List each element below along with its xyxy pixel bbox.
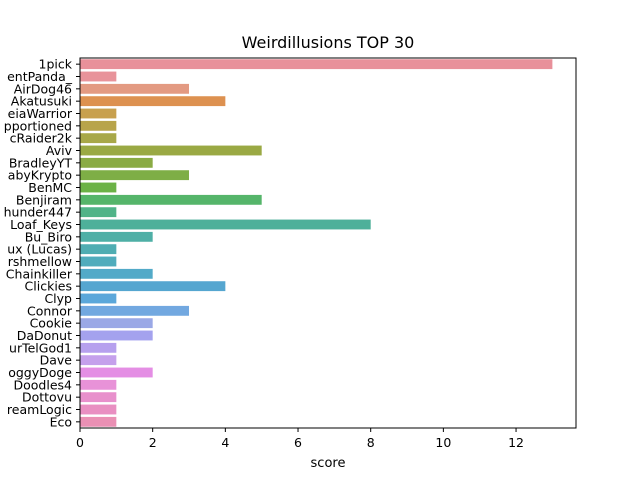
y-tick-label: abyKrypto — [8, 168, 72, 183]
y-tick-label: Aviv — [46, 143, 73, 158]
y-tick-label: hunder447 — [4, 205, 72, 220]
bar-26 — [80, 379, 117, 390]
bar-19 — [80, 293, 117, 304]
x-tick-label: 4 — [221, 435, 229, 450]
bar-16 — [80, 256, 117, 267]
bar-21 — [80, 318, 153, 329]
y-tick-label: urTelGod1 — [9, 340, 72, 355]
y-tick-label: 1pick — [39, 57, 73, 72]
y-tick-label: Doodles4 — [14, 377, 73, 392]
bar-10 — [80, 182, 117, 193]
x-tick-label: 8 — [367, 435, 375, 450]
bar-3 — [80, 96, 226, 107]
y-tick-label: Connor — [27, 303, 73, 318]
bar-11 — [80, 194, 262, 205]
y-tick-label: Benjiram — [16, 192, 72, 207]
chart-title: Weirdillusions TOP 30 — [242, 33, 415, 52]
y-tick-label: ux (Lucas) — [7, 242, 72, 257]
bar-4 — [80, 108, 117, 119]
bar-22 — [80, 330, 153, 341]
y-tick-label: AirDog46 — [14, 81, 72, 96]
bar-13 — [80, 219, 371, 230]
y-tick-label: rshmellow — [8, 254, 72, 269]
y-tick-label: Akatusuki — [11, 94, 72, 109]
bar-2 — [80, 83, 190, 94]
y-tick-label: Dottovu — [22, 390, 72, 405]
plot-frame — [79, 57, 577, 429]
x-tick-label: 12 — [508, 435, 524, 450]
bar-23 — [80, 342, 117, 353]
x-axis-label: score — [311, 456, 346, 471]
bar-9 — [80, 170, 190, 181]
bar-1 — [80, 71, 117, 82]
y-tick-label: cRaider2k — [10, 131, 73, 146]
y-tick-label: Chainkiller — [6, 266, 73, 281]
bar-29 — [80, 416, 117, 427]
x-tick-label: 6 — [294, 435, 302, 450]
bar-7 — [80, 145, 262, 156]
y-tick-label: reamLogic — [7, 402, 72, 417]
x-tick-label: 0 — [76, 435, 84, 450]
bar-15 — [80, 244, 117, 255]
bar-6 — [80, 133, 117, 144]
bar-17 — [80, 268, 153, 279]
y-tick-label: Eco — [50, 414, 72, 429]
bar-5 — [80, 120, 117, 131]
bar-28 — [80, 404, 117, 415]
y-tick-label: Bu_Biro — [25, 229, 72, 244]
bar-20 — [80, 305, 190, 316]
bar-27 — [80, 392, 117, 403]
bar-12 — [80, 207, 117, 218]
y-tick-label: Cookie — [30, 316, 73, 331]
bar-14 — [80, 231, 153, 242]
y-tick-label: entPanda_ — [7, 69, 73, 84]
y-tick-label: Loaf_Keys — [10, 217, 72, 232]
x-tick-label: 10 — [435, 435, 451, 450]
y-tick-label: eiaWarrior — [8, 106, 73, 121]
bar-24 — [80, 355, 117, 366]
y-axis-ticks: 1pickentPanda_AirDog46AkatusukieiaWarrio… — [4, 57, 80, 429]
y-tick-label: BradleyYT — [9, 155, 73, 170]
bar-25 — [80, 367, 153, 378]
y-tick-label: Dave — [40, 353, 73, 368]
y-tick-label: Clyp — [44, 291, 72, 306]
y-tick-label: Clickies — [25, 279, 72, 294]
x-axis-ticks: 0 2 4 6 8 10 12 — [76, 428, 524, 450]
bar-0 — [80, 59, 553, 70]
y-tick-label: oggyDoge — [8, 365, 72, 380]
bars-group — [80, 59, 553, 427]
bar-8 — [80, 157, 153, 168]
x-tick-label: 2 — [149, 435, 157, 450]
y-tick-label: BenMC — [28, 180, 72, 195]
y-tick-label: DaDonut — [17, 328, 72, 343]
y-tick-label: pportioned — [4, 118, 72, 133]
bar-18 — [80, 281, 226, 292]
